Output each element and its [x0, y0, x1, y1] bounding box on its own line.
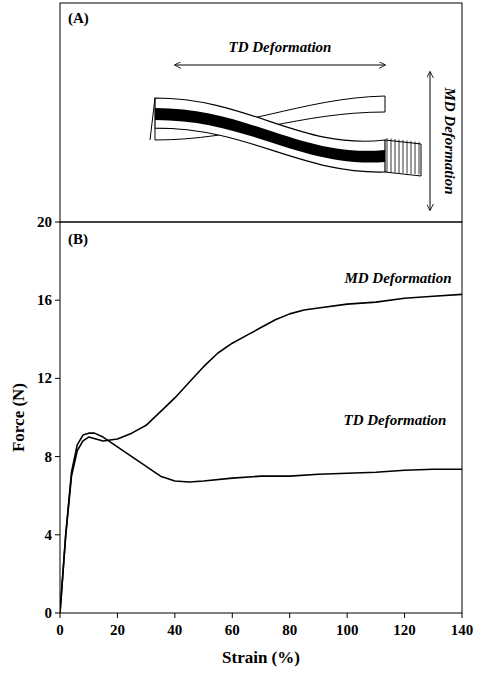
y-tick [55, 534, 60, 535]
x-tick-label: 120 [393, 622, 416, 638]
x-tick-label: 40 [167, 622, 182, 638]
y-tick-label: 20 [37, 214, 52, 230]
y-tick [55, 300, 60, 301]
y-tick-label: 4 [45, 527, 53, 543]
x-tick-label: 0 [56, 622, 64, 638]
film-hatch [399, 140, 400, 173]
series-line [60, 433, 462, 613]
x-tick [60, 613, 61, 618]
film-edge [150, 98, 155, 140]
film-hatch [415, 142, 416, 175]
film-core [155, 108, 385, 163]
series-label: TD Deformation [344, 412, 447, 428]
film-diagram [150, 96, 421, 176]
x-tick [404, 613, 405, 618]
film-hatch [419, 142, 420, 174]
panel-a-frame [60, 3, 462, 222]
x-tick [347, 613, 348, 618]
y-tick [55, 222, 60, 223]
x-tick-label: 100 [336, 622, 359, 638]
x-tick [462, 613, 463, 618]
film-front [155, 98, 385, 172]
plot-frame [60, 222, 462, 613]
y-tick-label: 16 [37, 292, 53, 308]
film-hatch [407, 141, 408, 174]
y-axis-title: Force (N) [9, 383, 28, 452]
y-tick [55, 456, 60, 457]
md-arrow [430, 72, 431, 210]
series-label: MD Deformation [343, 270, 451, 286]
y-tick [55, 378, 60, 379]
td-arrow [175, 65, 385, 66]
x-tick [117, 613, 118, 618]
x-tick-label: 140 [451, 622, 474, 638]
y-tick-label: 0 [45, 605, 53, 621]
lines [60, 294, 462, 613]
film-hatch [411, 141, 412, 174]
y-tick-label: 8 [45, 449, 53, 465]
series-line [60, 294, 462, 613]
td-arrow-label: TD Deformation [229, 39, 332, 55]
x-tick-label: 60 [225, 622, 240, 638]
film-end [385, 140, 421, 176]
film-hatch [403, 140, 404, 173]
figure: (A) TD Deformation MD Deformation (B) 0 4 8 12 1… [0, 0, 479, 676]
x-tick [289, 613, 290, 618]
film-hatch [387, 138, 388, 172]
panel-label: (B) [68, 231, 88, 248]
film-hatch [395, 139, 396, 173]
panel-label: (A) [68, 10, 89, 27]
y-tick-label: 12 [37, 370, 52, 386]
x-tick [174, 613, 175, 618]
x-tick-label: 20 [110, 622, 125, 638]
md-arrow-label: MD Deformation [442, 86, 458, 194]
x-tick [232, 613, 233, 618]
y-tick [55, 613, 60, 614]
x-axis-title: Strain (%) [222, 648, 300, 667]
x-tick-label: 80 [282, 622, 297, 638]
film-hatch [391, 139, 392, 173]
